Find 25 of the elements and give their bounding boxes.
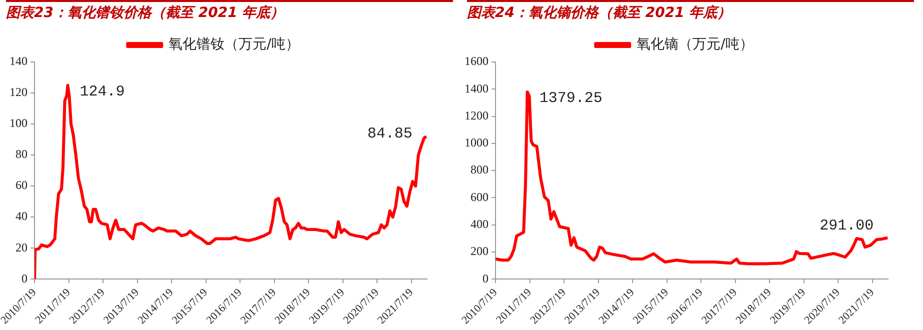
y-tick-label: 1200: [464, 108, 489, 122]
y-tick-label: 600: [470, 190, 489, 204]
y-tick-label: 1000: [464, 136, 489, 150]
y-tick-label: 400: [470, 216, 489, 231]
y-tick-label: 100: [10, 116, 28, 130]
y-tick-label: 1600: [464, 54, 489, 68]
y-tick-label: 800: [470, 162, 489, 177]
annotation: 84.85: [367, 126, 412, 142]
y-tick-label: 120: [10, 85, 28, 100]
y-tick-label: 200: [470, 244, 489, 258]
chart-title: 图表24：氧化镝价格（截至 2021 年底）: [467, 0, 914, 24]
y-tick-label: 60: [16, 178, 28, 192]
y-tick-label: 0: [482, 271, 489, 286]
y-tick-label: 20: [16, 240, 28, 254]
annotation: 1379.25: [539, 90, 602, 107]
y-tick-label: 140: [10, 54, 28, 68]
annotation: 291.00: [820, 218, 874, 235]
y-tick-label: 0: [22, 271, 28, 286]
y-tick-label: 40: [16, 209, 28, 224]
y-tick-label: 80: [16, 147, 28, 162]
y-tick-label: 1400: [464, 81, 489, 96]
annotation: 124.9: [80, 83, 125, 100]
legend-label: 氧化镨钕（万元/吨）: [168, 36, 300, 53]
chart-title: 图表23：氧化镨钕价格（截至 2021 年底）: [6, 0, 453, 24]
legend-label: 氧化镝（万元/吨）: [636, 36, 754, 53]
